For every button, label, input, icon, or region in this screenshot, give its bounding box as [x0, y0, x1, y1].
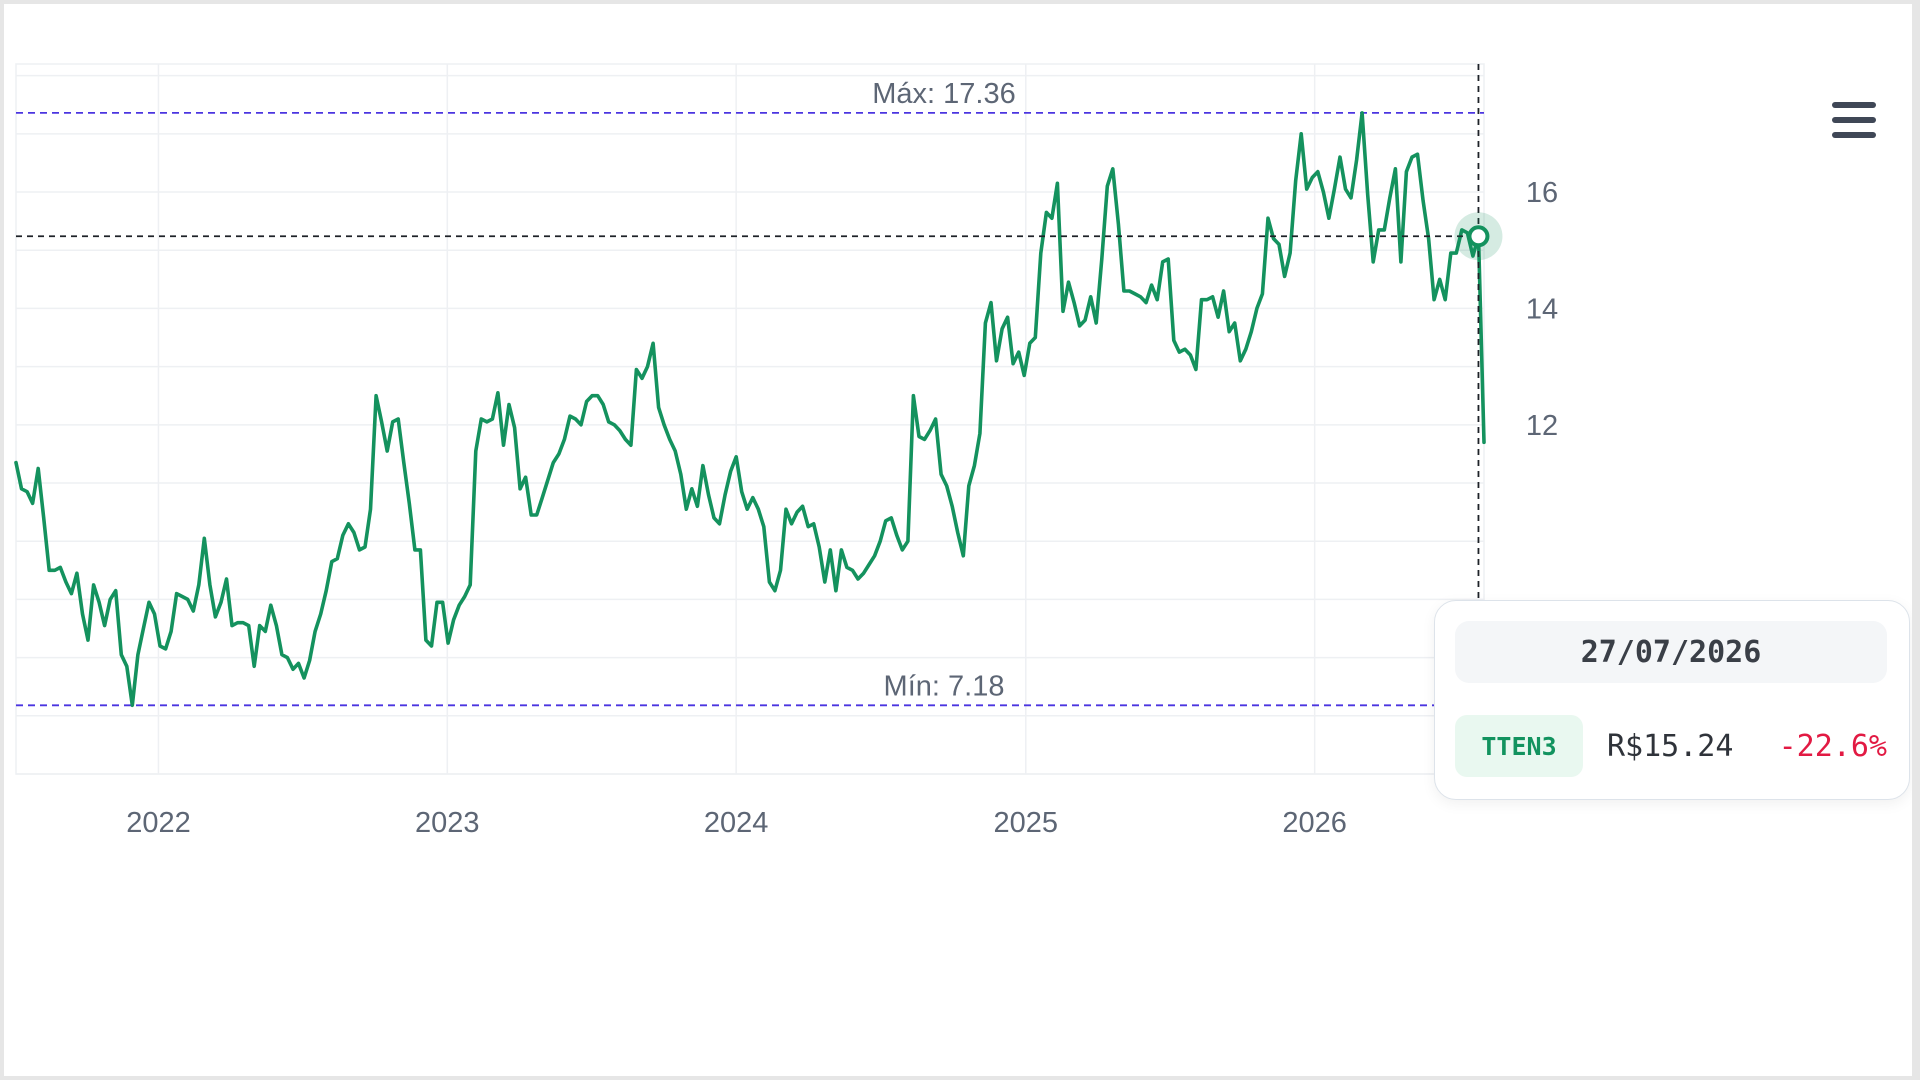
- x-tick-label: 2024: [704, 807, 769, 839]
- x-tick-label: 2022: [126, 807, 191, 839]
- y-tick-label: 16: [1526, 177, 1558, 209]
- tooltip-price: R$15.24: [1607, 728, 1734, 764]
- reference-line-label: Mín: 7.18: [884, 670, 1005, 702]
- series-layer: [14, 111, 1486, 708]
- reference-line-label: Máx: 17.36: [872, 78, 1015, 110]
- tooltip-ticker-badge: TTEN3: [1455, 715, 1583, 777]
- x-tick-label: 2026: [1282, 807, 1347, 839]
- plot-area-border: [15, 63, 1485, 775]
- tooltip-date: 27/07/2026: [1455, 621, 1887, 683]
- price-chart[interactable]: Máx: 17.36 Mín: 7.18 12 14 16 2022 2023 2024 20…: [4, 4, 1912, 1076]
- tooltip-change: -22.6%: [1778, 728, 1887, 764]
- y-tick-label: 14: [1526, 293, 1558, 325]
- x-tick-label: 2025: [994, 807, 1059, 839]
- hamburger-menu-icon[interactable]: [1832, 100, 1876, 140]
- x-tick-label: 2023: [415, 807, 480, 839]
- chart-frame: Máx: 17.36 Mín: 7.18 12 14 16 2022 2023 2024 20…: [4, 4, 1912, 1076]
- reference-lines: Máx: 17.36 Mín: 7.18: [16, 78, 1484, 707]
- axes-layer: 12 14 16 2022 2023 2024 2025 2026: [126, 177, 1558, 839]
- crosshair-layer: [16, 64, 1503, 774]
- hover-marker: [1467, 225, 1490, 248]
- chart-grid: [15, 63, 1485, 775]
- y-tick-label: 12: [1526, 410, 1558, 442]
- series-line-tten3: [14, 111, 1486, 708]
- tooltip: 27/07/2026 TTEN3 R$15.24 -22.6%: [1434, 600, 1910, 800]
